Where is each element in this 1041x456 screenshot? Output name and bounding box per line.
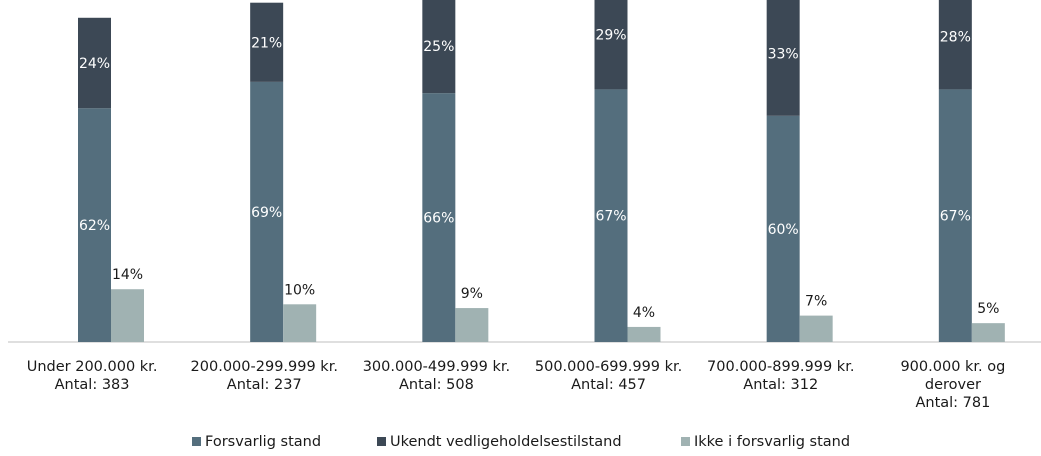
bar-ukendt-3: [594, 0, 628, 90]
x-tick-label-line: Antal: 781: [915, 395, 990, 411]
data-label-ikke-forsvarlig-3: 4%: [633, 305, 655, 321]
data-label-forsvarlig-0: 62%: [79, 218, 110, 234]
bar-forsvarlig-2: [422, 93, 456, 343]
x-tick-label-line: 300.000-499.999 kr.: [363, 359, 510, 375]
x-tick-label-line: 500.000-699.999 kr.: [535, 359, 682, 375]
x-tick-label-line: 900.000 kr. og: [900, 359, 1005, 375]
bar-ukendt-4: [766, 0, 800, 116]
bar-ukendt-1: [250, 2, 284, 82]
bar-ikke-forsvarlig-4: [799, 315, 833, 342]
data-label-ikke-forsvarlig-0: 14%: [112, 267, 143, 283]
bar-ukendt-0: [78, 17, 111, 109]
data-label-forsvarlig-2: 66%: [423, 211, 454, 227]
x-tick-label-1: 200.000-299.999 kr. Antal: 237: [191, 359, 338, 393]
x-tick-label-5: 900.000 kr. og derover Antal: 781: [900, 359, 1005, 411]
legend-label-1: Ukendt vedligeholdelsestilstand: [390, 434, 622, 450]
data-label-forsvarlig-4: 60%: [768, 222, 799, 238]
legend-label-2: Ikke i forsvarlig stand: [694, 434, 850, 450]
legend-label-0: Forsvarlig stand: [205, 434, 321, 450]
data-label-ukendt-0: 24%: [79, 56, 110, 72]
x-tick-label-line: Antal: 383: [55, 377, 130, 393]
bar-forsvarlig-0: [78, 108, 111, 342]
x-tick-label-line: 200.000-299.999 kr.: [191, 359, 338, 375]
data-label-ukendt-1: 21%: [251, 35, 282, 51]
data-label-ikke-forsvarlig-4: 7%: [805, 294, 827, 310]
x-tick-label-3: 500.000-699.999 kr. Antal: 457: [535, 359, 682, 393]
bar-ikke-forsvarlig-5: [971, 323, 1005, 342]
x-tick-label-line: derover: [925, 377, 981, 393]
data-label-forsvarlig-5: 67%: [940, 209, 971, 225]
legend-swatch-1: [377, 437, 386, 446]
data-label-ukendt-3: 29%: [595, 28, 626, 44]
bar-forsvarlig-3: [594, 89, 628, 342]
bar-ikke-forsvarlig-0: [111, 289, 144, 342]
x-tick-label-line: Antal: 237: [227, 377, 302, 393]
data-label-ikke-forsvarlig-1: 10%: [284, 282, 315, 298]
data-label-ukendt-4: 33%: [768, 47, 799, 63]
data-label-ukendt-2: 25%: [423, 39, 454, 55]
data-label-ikke-forsvarlig-5: 5%: [977, 301, 999, 317]
x-tick-label-0: Under 200.000 kr. Antal: 383: [27, 359, 158, 393]
data-label-forsvarlig-3: 67%: [595, 209, 626, 225]
x-tick-label-line: Antal: 457: [571, 377, 646, 393]
bar-ukendt-5: [938, 0, 972, 90]
bar-ikke-forsvarlig-3: [627, 326, 661, 342]
bar-ukendt-2: [422, 0, 456, 94]
bar-forsvarlig-1: [250, 81, 284, 343]
data-label-ikke-forsvarlig-2: 9%: [461, 286, 483, 302]
x-tick-label-2: 300.000-499.999 kr. Antal: 508: [363, 359, 510, 393]
legend-swatch-2: [681, 437, 690, 446]
bar-ikke-forsvarlig-2: [455, 308, 489, 342]
legend-swatch-0: [192, 437, 201, 446]
bar-ikke-forsvarlig-1: [283, 304, 317, 342]
x-tick-label-line: 700.000-899.999 kr.: [707, 359, 854, 375]
bar-forsvarlig-5: [938, 89, 972, 342]
x-tick-label-line: Under 200.000 kr.: [27, 359, 158, 375]
x-tick-label-line: Antal: 508: [399, 377, 474, 393]
data-label-forsvarlig-1: 69%: [251, 205, 282, 221]
bar-forsvarlig-4: [766, 115, 800, 342]
data-label-ukendt-5: 28%: [940, 30, 971, 46]
x-tick-label-4: 700.000-899.999 kr. Antal: 312: [707, 359, 854, 393]
x-tick-label-line: Antal: 312: [743, 377, 818, 393]
